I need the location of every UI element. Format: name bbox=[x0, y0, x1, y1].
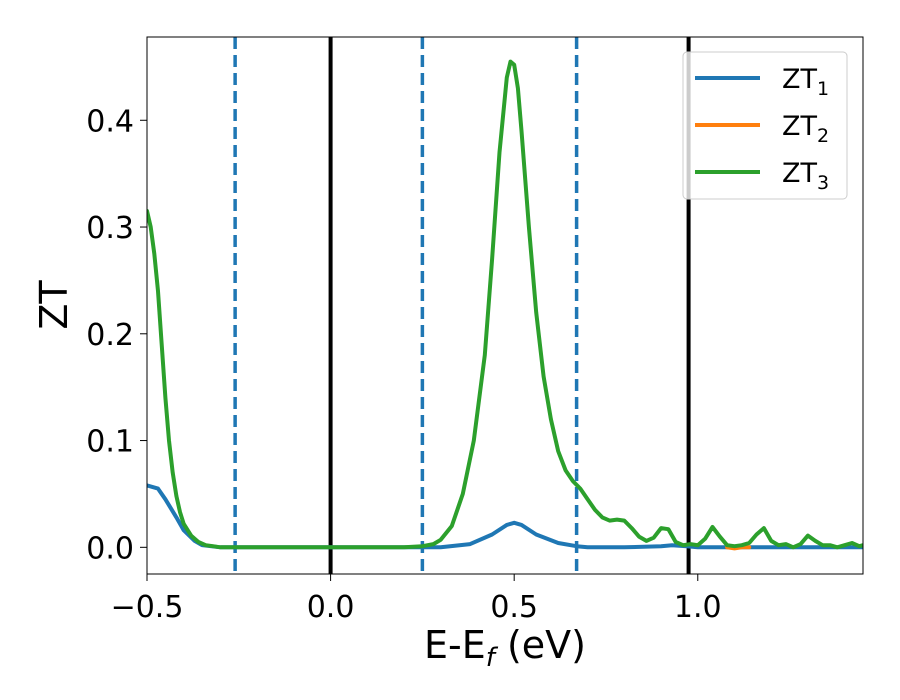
x-axis-ticks: −0.5 0.0 0.5 1.0 bbox=[111, 574, 722, 625]
y-axis-ticks: 0.0 0.1 0.2 0.3 0.4 bbox=[86, 104, 147, 566]
x-tick-label: 1.0 bbox=[674, 590, 722, 625]
series-line-zt2 bbox=[725, 545, 752, 551]
x-axis-label: E-Ef (eV) bbox=[424, 623, 586, 673]
x-tick-label: −0.5 bbox=[111, 590, 184, 625]
y-tick-label: 0.2 bbox=[86, 318, 134, 353]
legend-label-zt1: ZT1 bbox=[782, 64, 829, 100]
legend-label-zt3: ZT3 bbox=[782, 158, 829, 194]
legend: ZT1 ZT2 ZT3 bbox=[682, 51, 848, 200]
x-tick-label: 0.0 bbox=[307, 590, 355, 625]
x-axis-label-main: E-E bbox=[424, 623, 486, 667]
series-line-zt3 bbox=[147, 59, 863, 550]
y-tick-label: 0.1 bbox=[86, 425, 134, 460]
legend-box bbox=[682, 51, 848, 200]
plot-frame bbox=[146, 36, 864, 575]
series-lines bbox=[147, 59, 863, 551]
y-tick-label: 0.3 bbox=[86, 211, 134, 246]
y-axis-label: ZT bbox=[32, 280, 76, 330]
y-tick-label: 0.0 bbox=[86, 531, 134, 566]
x-axis-label-unit: (eV) bbox=[495, 623, 586, 667]
x-tick-label: 0.5 bbox=[490, 590, 538, 625]
y-tick-label: 0.4 bbox=[86, 104, 134, 139]
legend-label-zt2: ZT2 bbox=[782, 111, 829, 147]
